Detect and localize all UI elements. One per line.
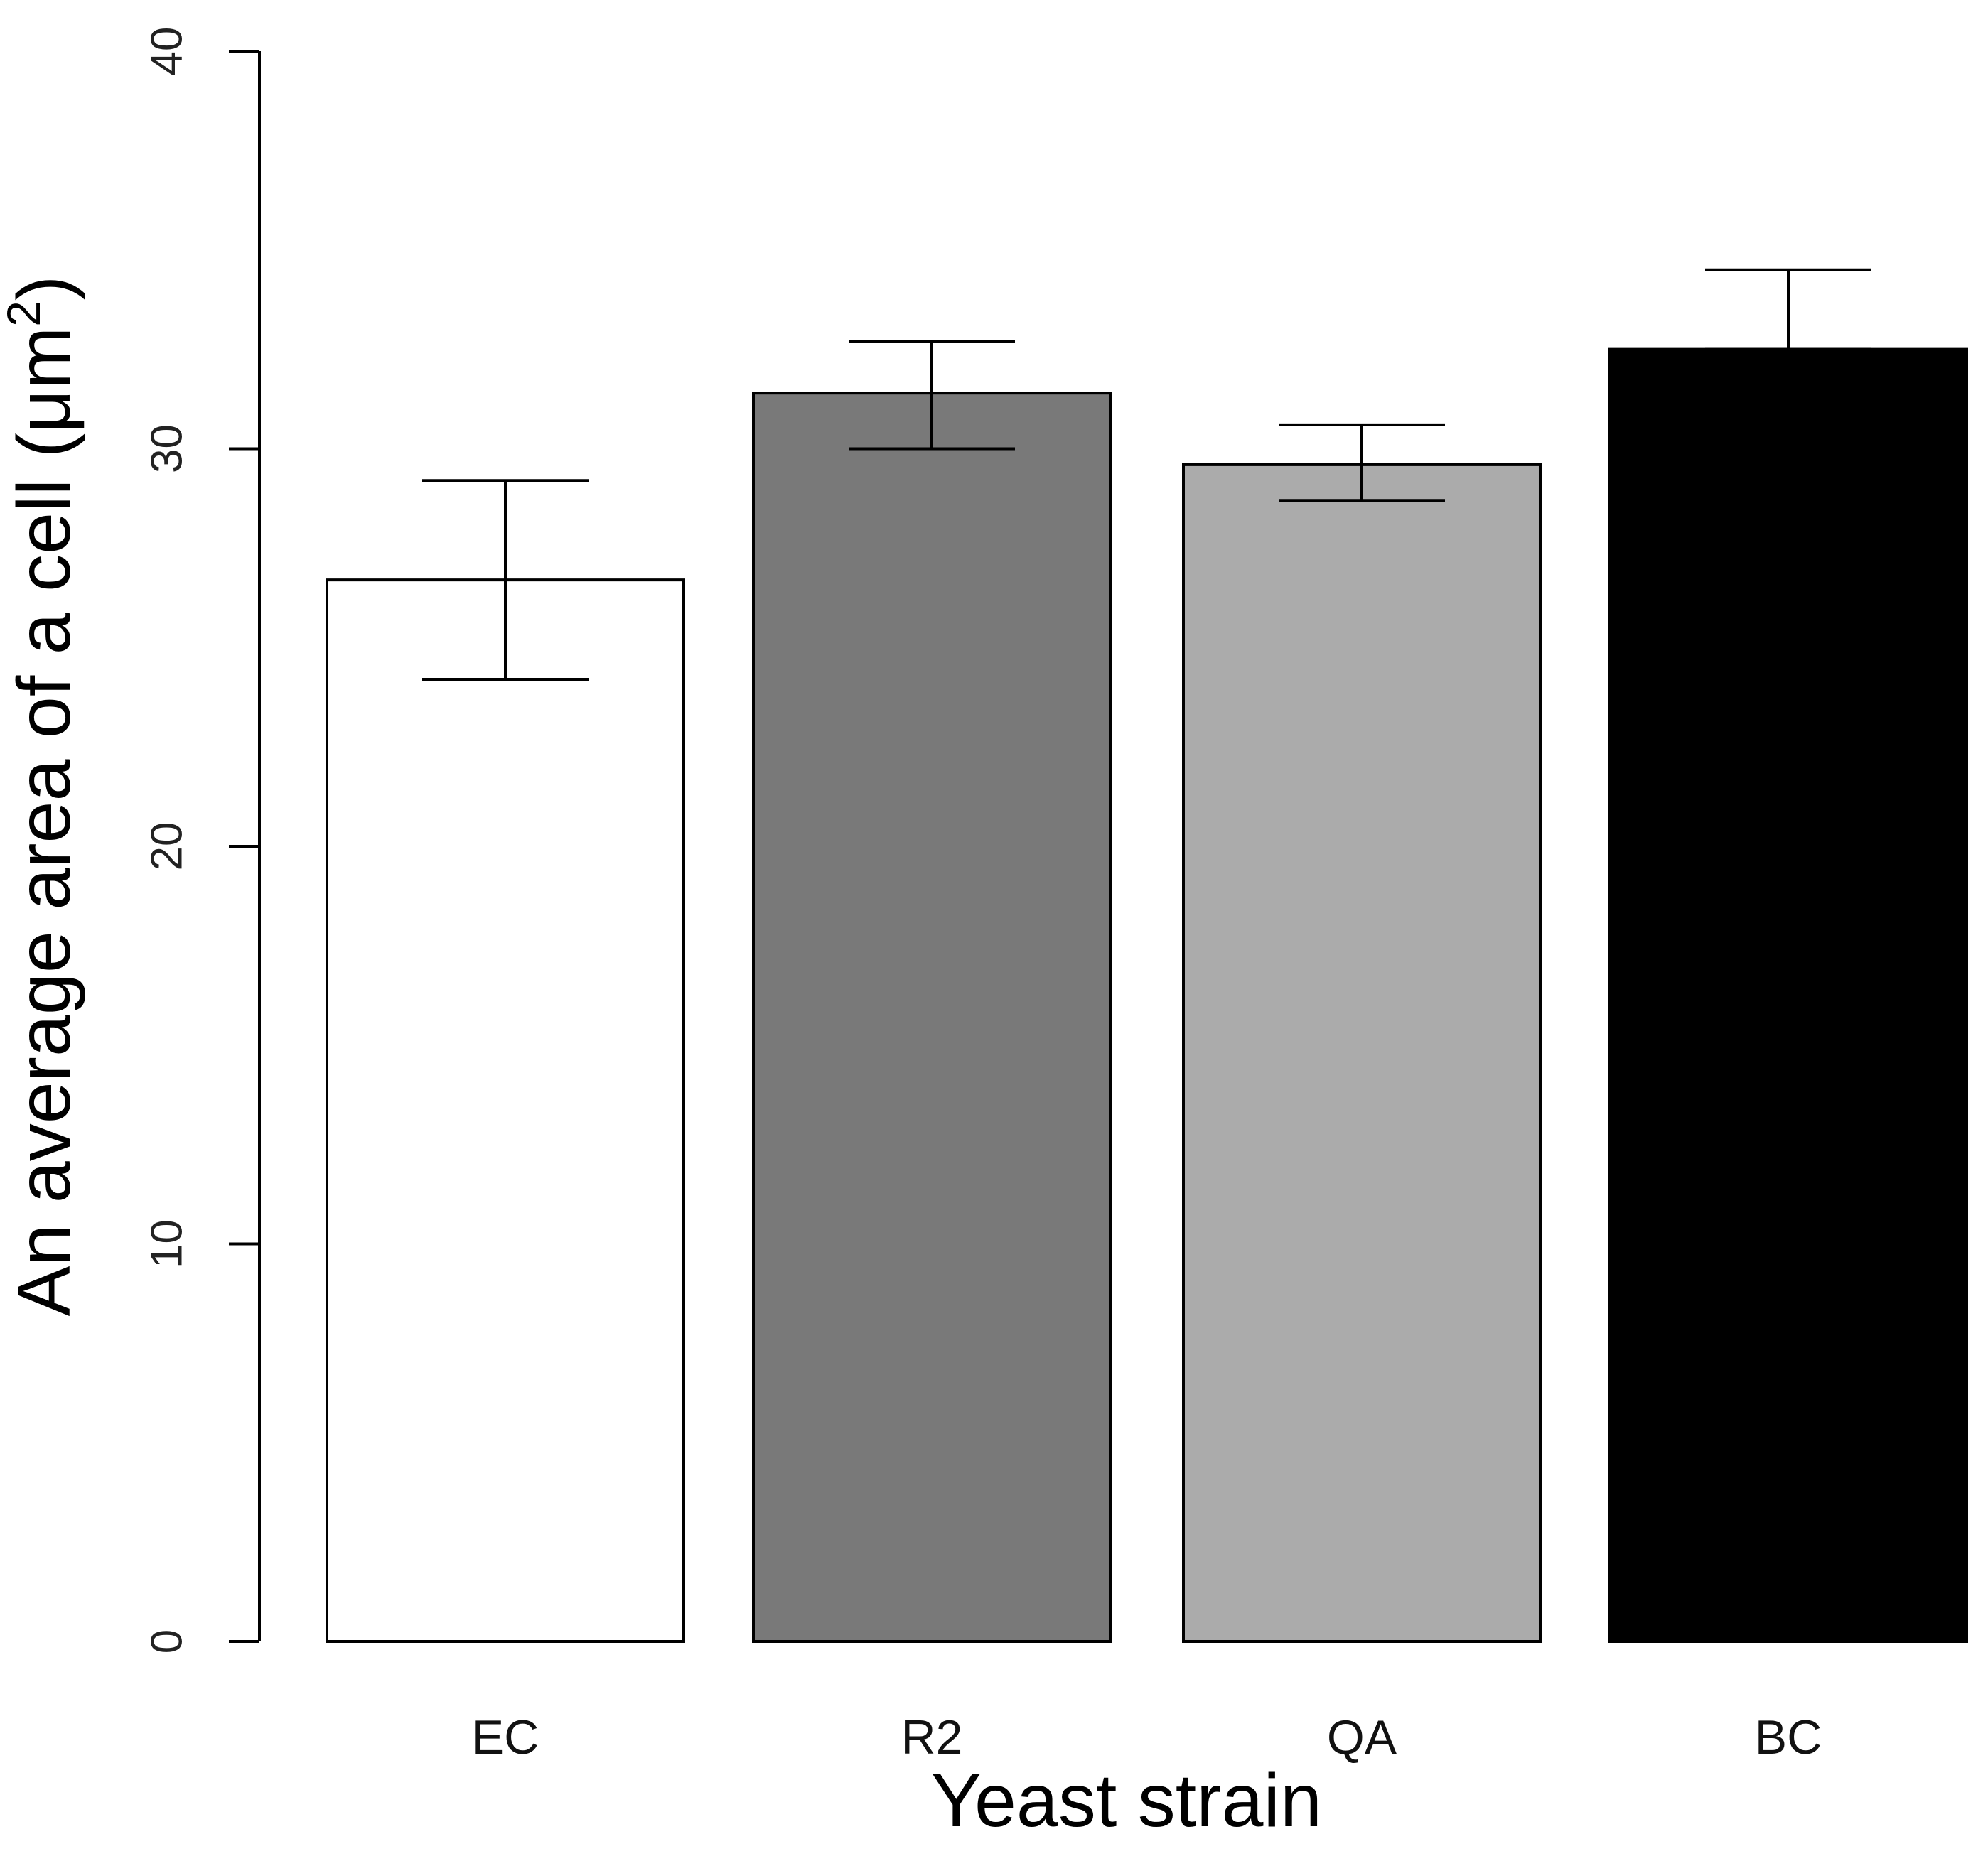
error-bars	[422, 268, 1871, 681]
error-bar-qa	[1279, 423, 1445, 502]
x-category-label-bc: BC	[1755, 1710, 1822, 1764]
y-tick-label: 0	[143, 1629, 192, 1654]
y-tick-label: 10	[143, 1219, 192, 1268]
y-tick-label: 40	[143, 27, 192, 76]
bar-ec	[326, 578, 685, 1643]
bar-r2	[752, 392, 1112, 1643]
x-category-label-ec: EC	[472, 1710, 539, 1764]
y-axis: 0 10 20 30 40	[143, 27, 261, 1654]
y-axis-title-superscript: 2	[0, 301, 50, 327]
error-bar-r2	[849, 340, 1015, 451]
error-bar-ec	[422, 479, 589, 681]
bars	[326, 347, 1968, 1643]
y-axis-title-main: An average area of a cell (μm	[2, 327, 86, 1317]
x-axis-title: Yeast strain	[931, 1759, 1322, 1843]
y-tick-label: 30	[143, 424, 192, 473]
y-tick-label: 20	[143, 822, 192, 871]
x-axis-category-labels: EC R2 QA BC	[472, 1710, 1822, 1764]
y-axis-title-close: )	[2, 276, 86, 301]
x-category-label-r2: R2	[901, 1710, 963, 1764]
y-axis-title: An average area of a cell (μm2)	[0, 276, 86, 1317]
error-bar-bc	[1705, 268, 1871, 351]
x-category-label-qa: QA	[1327, 1710, 1397, 1764]
bar-qa	[1182, 463, 1542, 1643]
bar-bc	[1608, 347, 1968, 1643]
